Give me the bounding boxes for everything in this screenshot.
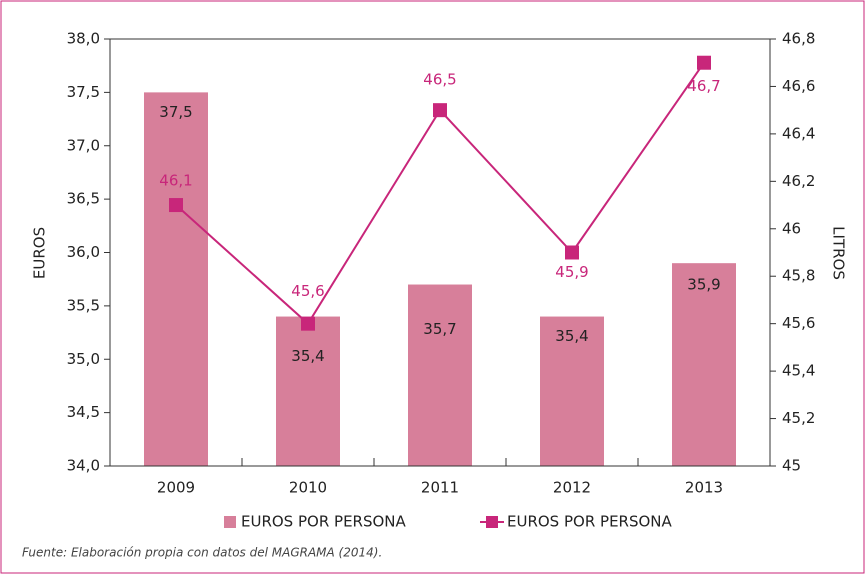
line-marker [565,245,579,260]
y-tick-label: 34,5 [67,403,100,421]
y2-tick-label: 46,4 [782,124,815,142]
bar [408,284,472,466]
legend-label: EUROS POR PERSONA [241,513,407,531]
y-axis-title: EUROS [31,227,49,279]
legend-marker [486,516,498,528]
y-tick-label: 37,0 [67,136,100,154]
y-tick-label: 35,0 [67,350,100,368]
y-tick-label: 36,5 [67,190,100,208]
y2-tick-label: 45,4 [782,362,815,380]
line-value-label: 45,6 [291,282,324,300]
y2-axis-title: LITROS [830,226,848,280]
y-tick-label: 35,5 [67,296,100,314]
y2-tick-label: 45,6 [782,314,815,332]
source-note: Fuente: Elaboración propia con datos del… [22,546,382,560]
y-tick-label: 38,0 [67,30,100,48]
y2-tick-label: 46 [782,219,801,237]
line-marker [301,316,315,331]
line-marker [697,55,711,70]
bar [144,92,208,466]
bar [540,316,604,466]
bar-value-label: 35,4 [291,347,324,365]
y-tick-label: 34,0 [67,457,100,475]
y2-tick-label: 45,2 [782,409,815,427]
bar-value-label: 35,4 [555,327,588,345]
y2-tick-label: 46,8 [782,30,815,48]
line-marker [169,198,183,213]
line-value-label: 46,7 [687,77,720,95]
bar [672,263,736,466]
bar-value-label: 37,5 [159,103,192,121]
y-tick-label: 37,5 [67,83,100,101]
legend-swatch [224,516,236,528]
y-tick-label: 36,0 [67,243,100,261]
line-value-label: 46,1 [159,172,192,190]
y2-tick-label: 46,2 [782,172,815,190]
x-tick-label: 2013 [685,479,723,497]
x-tick-label: 2011 [421,479,459,497]
y2-tick-label: 45 [782,457,801,475]
y2-tick-label: 46,6 [782,77,815,95]
x-tick-label: 2010 [289,479,327,497]
y2-tick-label: 45,8 [782,267,815,285]
line-value-label: 46,5 [423,71,456,89]
bar-value-label: 35,9 [687,276,720,294]
line-value-label: 45,9 [555,263,588,281]
line-marker [433,103,447,118]
bar [276,316,340,466]
bar-value-label: 35,7 [423,320,456,338]
x-tick-label: 2009 [157,479,195,497]
x-tick-label: 2012 [553,479,591,497]
legend-label: EUROS POR PERSONA [507,513,673,531]
